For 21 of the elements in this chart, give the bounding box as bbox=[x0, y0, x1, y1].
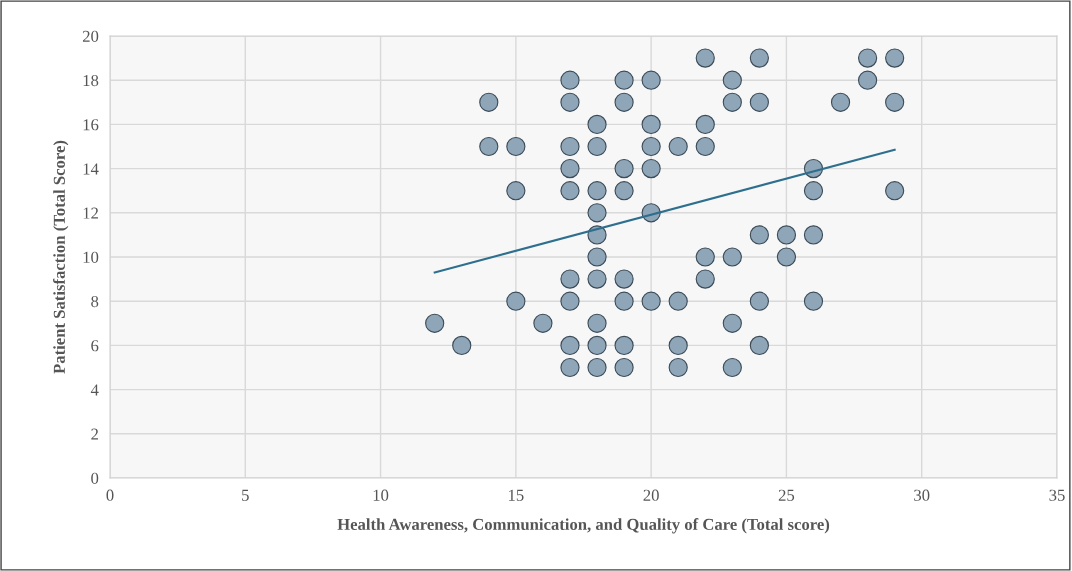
x-tick-label: 15 bbox=[508, 489, 524, 501]
y-tick-label: 16 bbox=[83, 119, 99, 131]
x-tick-label: 5 bbox=[242, 489, 249, 501]
y-tick-label: 14 bbox=[83, 163, 99, 175]
y-tick-label: 4 bbox=[90, 384, 99, 396]
x-tick-label: 10 bbox=[373, 489, 389, 501]
y-tick-label: 6 bbox=[91, 340, 99, 352]
x-tick-label: 35 bbox=[1049, 489, 1065, 501]
x-tick-label: 0 bbox=[106, 489, 114, 501]
y-tick-label: 18 bbox=[83, 74, 99, 87]
y-tick-label: 10 bbox=[83, 251, 99, 263]
y-tick-label: 8 bbox=[91, 295, 99, 308]
y-tick-label: 12 bbox=[83, 207, 98, 219]
x-axis-title: Health Awareness, Communication, and Quality of Care (Total score) bbox=[337, 518, 830, 534]
x-tick-label: 25 bbox=[778, 489, 795, 501]
y-axis-title: Patient Satisfaction (Total Score) bbox=[53, 140, 69, 374]
x-tick-label: 20 bbox=[643, 489, 659, 501]
y-tick-label: 0 bbox=[91, 472, 99, 484]
y-tick-label: 2 bbox=[91, 428, 98, 440]
x-tick-label: 30 bbox=[914, 489, 930, 501]
y-tick-label: 20 bbox=[82, 30, 99, 42]
